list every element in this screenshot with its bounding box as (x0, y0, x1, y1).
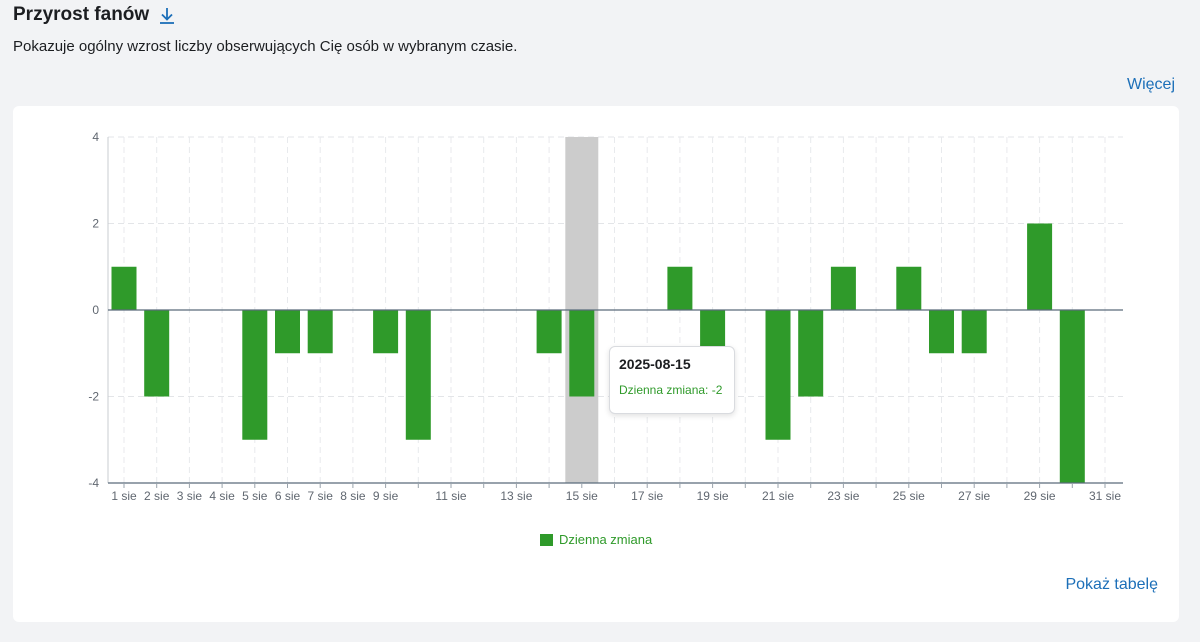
x-tick-label: 21 sie (762, 489, 794, 503)
bar-7-sie (307, 310, 333, 354)
x-tick-label: 5 sie (242, 489, 268, 503)
x-tick-label: 31 sie (1089, 489, 1121, 503)
x-tick-label: 4 sie (209, 489, 235, 503)
show-table-link[interactable]: Pokaż tabelę (1065, 576, 1158, 593)
bar-23-sie (830, 266, 856, 310)
fan-growth-chart: 4 2 0 -2 -4 1 sie 2 sie 3 sie 4 sie 5 sie 6 sie 7 s… (88, 130, 1123, 503)
page-title: Przyrost fanów (13, 4, 150, 25)
tooltip-value: Dzienna zmiana: -2 (619, 383, 723, 397)
y-tick-label: -2 (88, 390, 99, 404)
x-tick-label: 29 sie (1024, 489, 1056, 503)
bar-15-sie (569, 310, 595, 397)
x-tick-label: 7 sie (308, 489, 334, 503)
legend-label: Dzienna zmiana (559, 532, 653, 547)
bar-5-sie (242, 310, 268, 440)
bar-18-sie (667, 266, 693, 310)
header: Przyrost fanów (13, 4, 177, 26)
bar-27-sie (961, 310, 987, 354)
x-tick-label: 8 sie (340, 489, 366, 503)
legend-swatch (540, 533, 553, 546)
bar-26-sie (929, 310, 954, 354)
y-tick-label: 2 (92, 217, 99, 231)
y-tick-label: 0 (92, 303, 99, 317)
y-tick-label: -4 (88, 476, 99, 490)
bar-6-sie (275, 310, 300, 354)
bar-22-sie (798, 310, 824, 397)
bar-1-sie (111, 266, 137, 310)
x-tick-label: 1 sie (111, 489, 137, 503)
y-tick-label: 4 (92, 130, 99, 144)
x-tick-label: 3 sie (177, 489, 203, 503)
x-tick-label: 2 sie (144, 489, 170, 503)
bar-14-sie (536, 310, 562, 354)
bar-10-sie (405, 310, 431, 440)
bar-30-sie (1059, 310, 1085, 483)
bar-25-sie (896, 266, 922, 310)
x-tick-label: 13 sie (500, 489, 532, 503)
x-tick-label: 11 sie (435, 489, 466, 503)
x-tick-label: 9 sie (373, 489, 399, 503)
x-tick-label: 19 sie (697, 489, 729, 503)
bar-9-sie (373, 310, 399, 354)
download-icon[interactable] (157, 5, 177, 25)
chart-tooltip: 2025-08-15 Dzienna zmiana: -2 (609, 346, 735, 414)
bar-2-sie (144, 310, 170, 397)
x-tick-label: 27 sie (958, 489, 990, 503)
more-link[interactable]: Więcej (1126, 76, 1175, 93)
bar-29-sie (1027, 223, 1053, 310)
page-description: Pokazuje ogólny wzrost liczby obserwując… (13, 38, 518, 55)
x-tick-label: 25 sie (893, 489, 925, 503)
tooltip-date: 2025-08-15 (619, 356, 691, 372)
x-tick-label: 15 sie (566, 489, 598, 503)
x-tick-label: 17 sie (631, 489, 663, 503)
x-tick-label: 6 sie (275, 489, 301, 503)
chart-card: 4 2 0 -2 -4 1 sie 2 sie 3 sie 4 sie 5 sie 6 sie 7 s… (13, 106, 1179, 622)
x-tick-label: 23 sie (827, 489, 859, 503)
chart-legend[interactable]: Dzienna zmiana (540, 532, 652, 547)
bar-21-sie (765, 310, 791, 440)
